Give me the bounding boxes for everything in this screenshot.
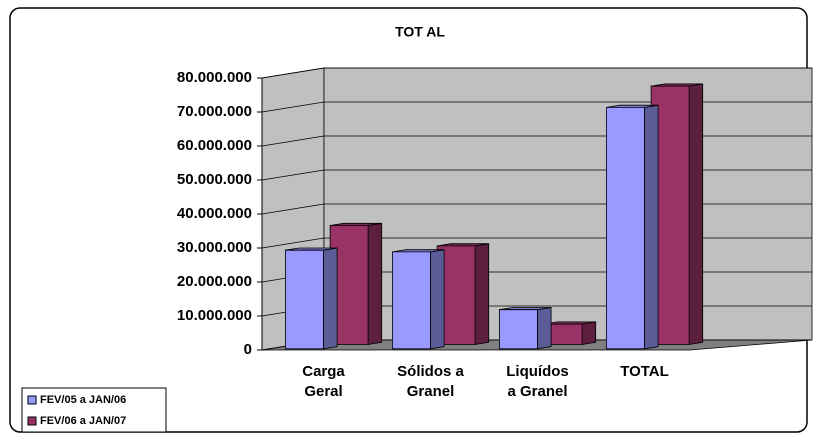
bar [391, 249, 445, 350]
bar [650, 83, 704, 345]
bar [436, 243, 490, 345]
bar [284, 247, 338, 350]
x-tick-label: Liquídos a Granel [506, 363, 569, 400]
bar-front [284, 249, 324, 350]
legend-label: FEV/06 a JAN/07 [40, 415, 126, 427]
bar-side [644, 104, 659, 350]
x-tick-label: TOTAL [620, 363, 669, 380]
y-tick-label: 70.000.000 [177, 103, 252, 120]
bar-side [367, 222, 383, 345]
bar-side [688, 83, 704, 345]
legend-box [21, 387, 167, 433]
bar [543, 321, 597, 345]
grid-line [261, 101, 812, 113]
bar-side [429, 249, 445, 350]
x-tick-label: Carga Geral [302, 363, 345, 400]
y-tick-label: 50.000.000 [177, 171, 252, 188]
bar-side [322, 247, 338, 350]
grid-line [261, 67, 812, 79]
y-tick-label: 20.000.000 [177, 273, 252, 290]
legend: FEV/05 a JAN/06 FEV/06 a JAN/07 [21, 387, 167, 433]
bar-side [474, 243, 490, 345]
bar-front [606, 107, 645, 350]
x-tick-label: Sólidos a Granel [397, 363, 464, 400]
bar-side [581, 321, 597, 345]
legend-swatch [27, 416, 37, 426]
bar [606, 104, 659, 350]
y-tick-label: 60.000.000 [177, 137, 252, 154]
y-tick-label: 30.000.000 [177, 239, 252, 256]
y-tick-label: 0 [244, 341, 252, 358]
bar [329, 222, 383, 345]
bar-side [537, 307, 552, 350]
legend-swatch [27, 395, 37, 405]
bar [498, 307, 552, 350]
legend-label: FEV/05 a JAN/06 [40, 394, 126, 406]
bar-front [391, 251, 431, 350]
y-tick-label: 40.000.000 [177, 205, 252, 222]
chart-title: TOT AL [395, 24, 445, 40]
bar-front [498, 309, 538, 350]
y-tick-label: 80.000.000 [177, 69, 252, 86]
y-tick-label: 10.000.000 [177, 307, 252, 324]
